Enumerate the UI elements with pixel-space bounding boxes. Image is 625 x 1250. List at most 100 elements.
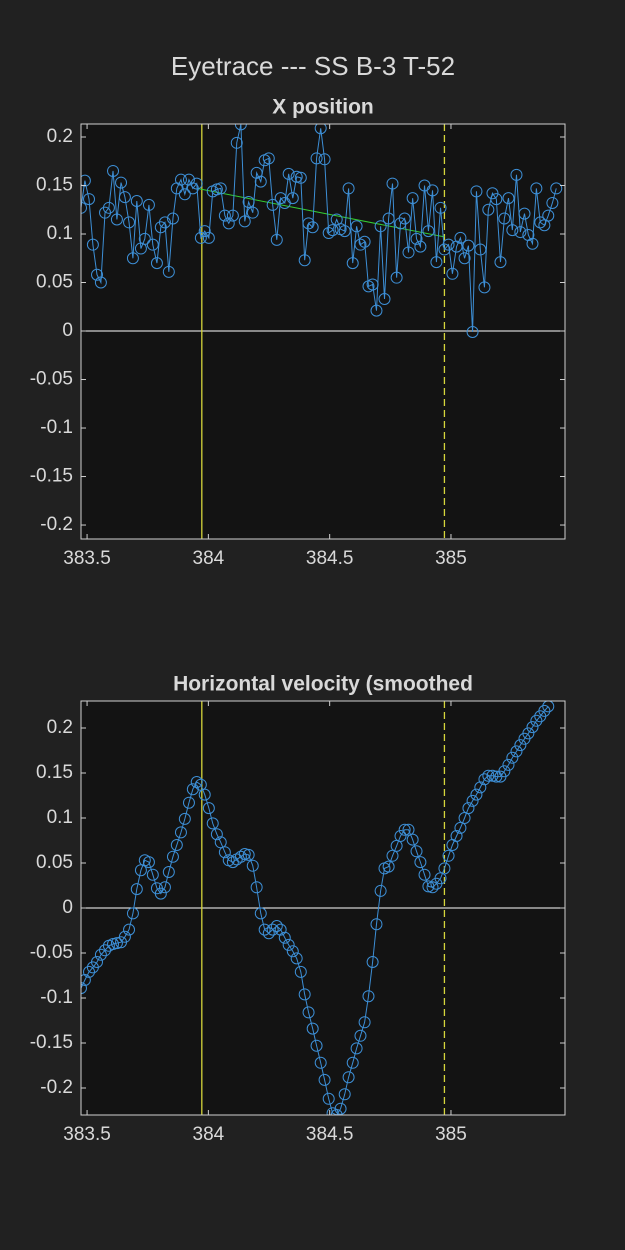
data-point: [91, 956, 104, 968]
data-point: [226, 209, 239, 222]
data-point: [130, 883, 143, 896]
data-point: [94, 276, 107, 289]
data-point: [442, 238, 455, 251]
data-point: [214, 182, 227, 195]
data-point: [81, 174, 91, 187]
y-tick-label: -0.2: [40, 1077, 73, 1098]
fit-line: [196, 187, 445, 238]
data-point: [530, 182, 543, 195]
data-point: [142, 198, 155, 211]
y-tick-label: 0.2: [47, 717, 73, 738]
data-point: [126, 907, 139, 920]
data-point: [486, 187, 499, 200]
data-point: [530, 714, 543, 727]
axes-title: Horizontal velocity (smoothed: [173, 673, 473, 696]
data-point: [422, 880, 435, 893]
data-point: [214, 836, 227, 849]
data-point: [502, 758, 515, 771]
data-point: [306, 221, 319, 234]
y-tick-label: 0.1: [47, 807, 73, 828]
data-point: [502, 192, 515, 205]
data-point: [198, 225, 211, 238]
data-point: [382, 212, 395, 225]
y-tick-label: 0.15: [36, 175, 73, 196]
data-point: [274, 923, 287, 936]
data-point: [474, 781, 487, 794]
y-tick-label: 0.1: [47, 223, 73, 244]
data-point: [410, 232, 423, 245]
x-tick-label: 384: [193, 548, 225, 569]
data-point: [294, 965, 307, 978]
x-tick-label: 385: [435, 548, 467, 569]
data-point: [202, 802, 215, 815]
data-point: [254, 907, 267, 920]
data-point: [298, 254, 311, 267]
data-point: [418, 868, 431, 881]
y-tick-label: -0.1: [40, 987, 73, 1008]
data-point: [322, 1092, 335, 1105]
data-point: [298, 988, 311, 1001]
x-tick-label: 384: [193, 1124, 225, 1145]
data-point: [142, 856, 155, 869]
data-point: [158, 881, 171, 894]
y-tick-label: -0.05: [30, 942, 73, 963]
data-point: [410, 845, 423, 858]
data-point: [482, 203, 495, 216]
data-point: [350, 1042, 363, 1055]
data-point: [386, 177, 399, 190]
data-point: [202, 231, 215, 244]
data-point: [342, 182, 355, 195]
data-point: [358, 1016, 371, 1029]
data-point: [107, 164, 120, 177]
data-point: [378, 293, 391, 306]
y-tick-label: -0.1: [40, 417, 73, 438]
data-point: [81, 982, 87, 995]
data-point: [470, 185, 483, 198]
data-point: [154, 887, 167, 900]
data-point: [190, 776, 203, 788]
data-point: [310, 152, 323, 165]
data-point: [81, 201, 87, 214]
x-tick-label: 384.5: [306, 548, 354, 569]
data-point: [91, 268, 104, 281]
data-point: [262, 152, 275, 165]
data-point: [514, 739, 527, 752]
data-point: [146, 868, 159, 881]
data-point: [438, 862, 451, 875]
y-tick-label: -0.2: [40, 514, 73, 535]
data-point: [542, 701, 555, 713]
axes-title: X position: [272, 96, 374, 119]
data-point: [126, 252, 139, 265]
data-point: [102, 201, 115, 214]
data-point: [510, 168, 523, 181]
data-point: [382, 860, 395, 873]
data-point: [170, 839, 183, 851]
data-point: [366, 278, 379, 291]
data-point: [442, 849, 455, 862]
y-tick-label: 0.2: [47, 126, 73, 147]
data-point: [282, 167, 295, 180]
data-point: [174, 826, 187, 839]
data-point: [518, 207, 531, 220]
x-tick-label: 384.5: [306, 1124, 354, 1145]
data-point: [466, 325, 479, 338]
data-point: [234, 850, 247, 863]
data-point: [162, 866, 175, 878]
data-point: [454, 231, 467, 244]
data-point: [526, 721, 539, 734]
data-point: [514, 226, 527, 239]
plot-area: [81, 124, 565, 539]
y-tick-label: 0: [62, 897, 73, 918]
y-tick-label: -0.15: [30, 1032, 73, 1053]
data-point: [406, 833, 419, 846]
data-point: [286, 192, 299, 205]
data-point: [198, 788, 211, 801]
axes-frame: [80, 123, 566, 540]
y-tick-label: 0.15: [36, 762, 73, 783]
data-point: [478, 773, 491, 786]
data-point: [282, 938, 295, 951]
data-point: [294, 171, 307, 184]
data-point: [338, 225, 351, 238]
data-point: [118, 191, 131, 204]
